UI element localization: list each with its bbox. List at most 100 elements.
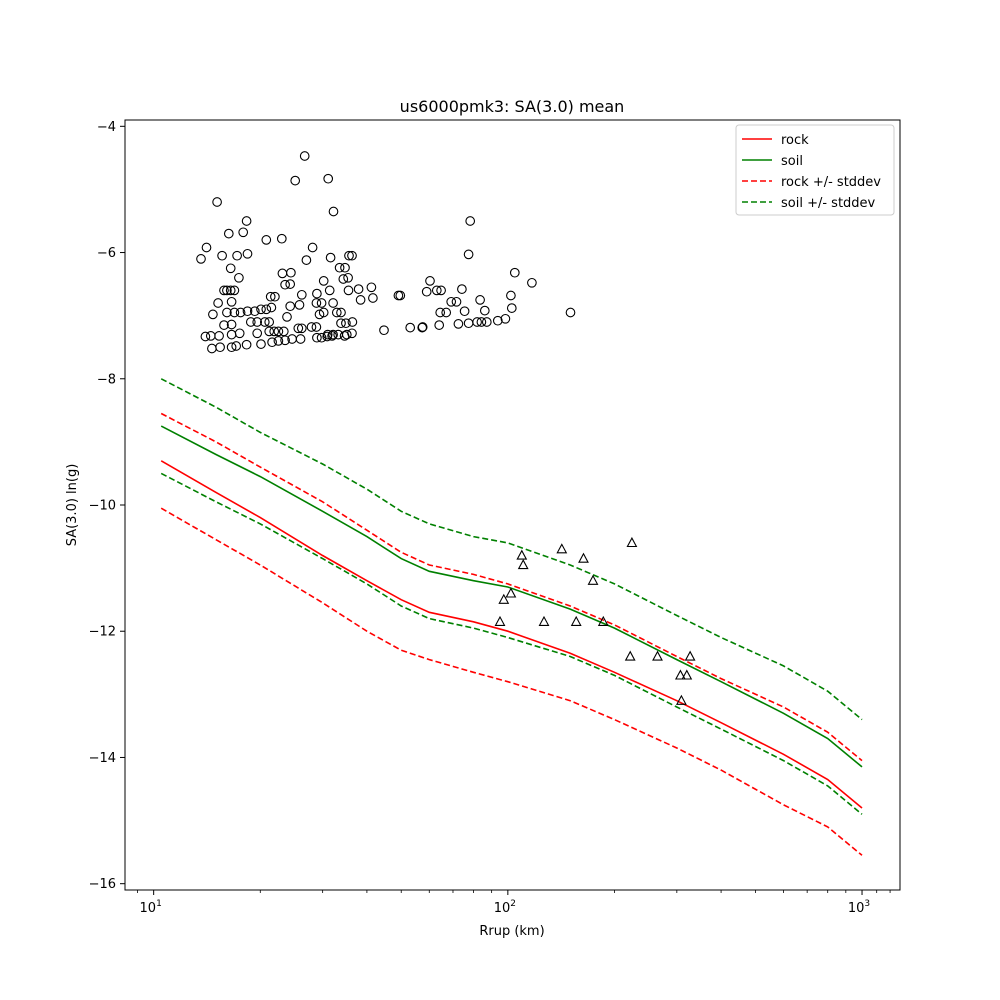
data-point-circle [425,276,435,286]
data-point-circle [232,250,242,261]
data-point-circle [226,342,237,353]
data-point-circle [476,317,487,327]
data-point-circle [347,250,357,261]
data-point-circle [481,317,492,327]
legend-box [735,124,895,216]
data-point-triangle [556,543,568,554]
data-point-circle [446,296,457,307]
data-point-circle [479,305,490,316]
data-point-circle [417,322,428,332]
data-point-circle [273,326,284,337]
data-point-circle [259,317,270,327]
data-point-circle [234,328,245,339]
data-point-circle [341,318,351,329]
data-point-circle [226,296,237,307]
data-point-circle [200,331,211,342]
data-point-circle [225,285,236,296]
data-point-circle [245,317,256,327]
data-point-circle [231,341,242,351]
data-point-circle [293,323,304,334]
data-point-circle [318,307,329,318]
data-point-triangle [517,559,529,570]
data-point-triangle [675,694,687,705]
data-point-circle [222,285,232,296]
data-point-circle [290,175,301,186]
data-point-circle [296,289,307,300]
data-point-triangle [570,615,582,626]
data-point-circle [336,318,346,329]
data-point-triangle [578,552,589,563]
legend-label: rock [781,133,809,148]
data-point-circle [338,274,349,284]
data-point-circle [506,303,517,313]
y-tick-label: −10 [89,499,116,514]
data-point-circle [434,320,445,330]
data-point-circle [296,323,307,334]
data-point-circle [222,307,232,318]
legend-items: rock soil rock +/- stddev soil +/- stddev [742,133,881,211]
data-point-circle [366,282,377,293]
data-point-circle [219,320,229,330]
data-point-circle [282,312,292,322]
data-point-circle [451,296,462,307]
data-point-circle [269,326,280,337]
data-point-circle [316,332,327,343]
y-axis-ticks: −4 −6 −8 −10 −12 −14 −16 [89,120,125,892]
legend: rock soil rock +/- stddev soil +/- stddev [735,124,895,216]
data-point-circle [506,290,516,301]
data-point-circle [242,306,253,317]
data-point-circle [280,279,290,290]
y-tick-label: −8 [97,372,116,387]
legend-label: soil [781,154,803,169]
data-point-circle [226,319,237,330]
data-point-circle [312,288,322,299]
data-point-circle [235,307,246,318]
data-point-circle [492,315,503,326]
y-axis-label: SA(3.0) ln(g) [65,464,80,547]
data-point-circle [234,272,244,283]
data-point-circle [472,317,482,327]
data-point-circle [431,285,442,296]
data-point-triangle [684,650,696,661]
data-point-circle [331,307,342,318]
data-point-circle [294,300,305,310]
data-point-circle [295,334,306,344]
data-point-circle [256,339,266,349]
data-point-circle [328,298,338,308]
data-point-triangle [626,536,638,548]
data-point-circle [368,293,378,303]
data-point-circle [509,267,520,278]
data-point-circle [270,291,280,302]
data-point-circle [212,197,222,207]
data-point-circle [353,284,364,294]
data-point-circle [340,262,350,273]
data-point-triangle [674,669,686,680]
data-point-circle [201,242,212,253]
x-tick-label: 103 [848,899,870,916]
y-tick-label: −14 [89,751,116,766]
data-point-triangle [587,574,599,585]
data-point-circle [336,307,346,318]
data-point-circle [312,332,322,343]
series-layer [160,378,863,856]
data-point-triangle [516,549,528,560]
data-point-circle [405,322,416,333]
data-point-circle [435,307,446,318]
data-point-circle [266,302,277,313]
data-point-circle [301,255,312,265]
data-point-circle [196,254,206,264]
data-point-circle [355,295,366,305]
series-line-rock [160,460,863,809]
data-point-circle [565,307,576,318]
data-point-circle [286,267,296,278]
data-point-circle [459,306,470,317]
data-point-circle [265,291,276,302]
data-point-circle [238,227,249,238]
data-point-circle [261,304,272,315]
data-point-circle [241,216,252,226]
data-point-circle [527,277,537,288]
data-point-circle [264,326,275,337]
data-point-circle [208,309,218,320]
data-point-circle [341,329,352,340]
data-point-triangle [624,650,636,661]
